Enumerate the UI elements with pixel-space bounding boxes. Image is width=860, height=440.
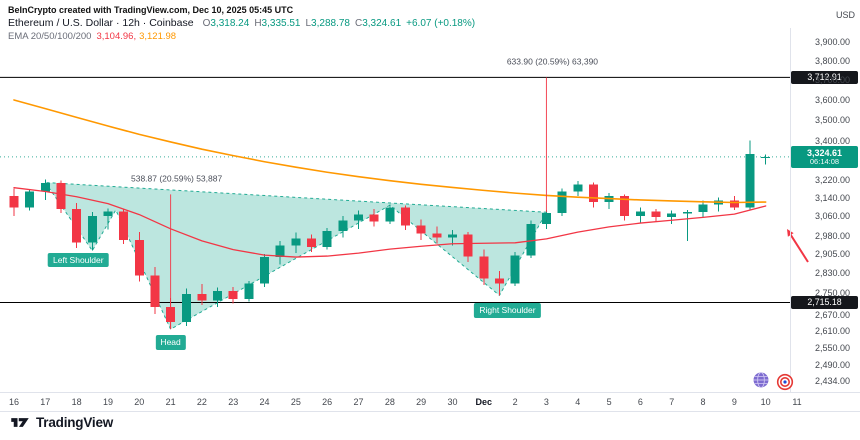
target-sticker-icon xyxy=(776,373,794,391)
price-tick-label: 2,490.00 xyxy=(814,359,850,370)
time-tick-label: 6 xyxy=(637,397,643,407)
ema-slow-line xyxy=(13,99,767,204)
price-tick-label: 2,980.00 xyxy=(814,230,850,241)
ohlc-low-label: L xyxy=(305,18,312,29)
symbol-title: Ethereum / U.S. Dollar · 12h · Coinbase xyxy=(8,17,194,29)
time-tick-label: 9 xyxy=(731,397,737,407)
time-tick-label: 25 xyxy=(290,397,301,407)
price-tick-label: 2,905.00 xyxy=(814,248,850,259)
time-tick-label: 21 xyxy=(165,397,176,407)
ohlc-high-value: 3,335.51 xyxy=(261,18,301,29)
ohlc-open-value: 3,318.24 xyxy=(210,18,250,29)
ohlc-open-label: O xyxy=(202,18,211,29)
current-price-value: 3,324.61 xyxy=(806,147,843,158)
price-tick-label: 3,600.00 xyxy=(814,94,850,105)
time-tick-label: 30 xyxy=(447,397,458,407)
time-tick-label: 29 xyxy=(416,397,427,407)
price-range-label: 633.90 (20.59%) 63,390 xyxy=(507,56,598,66)
pattern-label-left_shoulder: Left Shoulder xyxy=(48,252,109,268)
indicator-line: EMA 20/50/100/200 3,104.96, 3,121.98 xyxy=(8,31,176,42)
time-tick-label: 18 xyxy=(71,397,82,407)
price-tick-label: 3,140.00 xyxy=(814,192,850,203)
time-tick-label: 23 xyxy=(228,397,239,407)
price-change: +6.07 (+0.18%) xyxy=(406,18,476,29)
time-tick-label: 11 xyxy=(792,397,802,407)
price-tick-label: 2,434.00 xyxy=(814,376,850,387)
price-tick-label: 3,500.00 xyxy=(814,114,850,125)
time-tick-label: 22 xyxy=(196,397,207,407)
price-tick-label: 3,700.00 xyxy=(814,74,850,85)
time-tick-label: 27 xyxy=(353,397,364,407)
price-tick-label: 2,610.00 xyxy=(814,325,850,336)
tradingview-attribution[interactable]: TradingView xyxy=(10,414,113,431)
price-tick-label: 2,830.00 xyxy=(814,267,850,278)
ohlc-low-value: 3,288.78 xyxy=(311,18,350,29)
price-tick-label: 3,060.00 xyxy=(814,211,850,222)
pattern-label-right_shoulder: Right Shoulder xyxy=(474,303,541,318)
crystal-ball-sticker-icon xyxy=(752,371,770,389)
ohlc-close-value: 3,324.61 xyxy=(362,18,402,29)
time-tick-label: 10 xyxy=(760,397,771,407)
time-tick-label: 17 xyxy=(40,397,51,407)
time-tick-label: 7 xyxy=(669,397,675,407)
symbol-ohlc-line: Ethereum / U.S. Dollar · 12h · Coinbase O… xyxy=(8,17,475,29)
price-tick-label: 2,670.00 xyxy=(814,309,850,320)
price-tick-label: 3,220.00 xyxy=(814,174,850,185)
price-tick-label: 2,750.00 xyxy=(814,288,850,299)
price-tick-label: 3,800.00 xyxy=(814,55,850,66)
price-tick-label: 3,900.00 xyxy=(814,37,850,47)
tradingview-logo-icon xyxy=(11,418,29,427)
current-price-badge: 3,324.61 06:14:08 xyxy=(791,145,858,168)
up-arrow-annotation xyxy=(789,234,809,263)
time-tick-label: 20 xyxy=(134,397,145,407)
time-tick-label: 16 xyxy=(8,397,19,407)
time-tick-label: 3 xyxy=(543,397,549,407)
price-tick-label: 2,550.00 xyxy=(814,342,850,353)
price-level-badge: 2,715.18 xyxy=(791,295,858,309)
ema-fast-line xyxy=(13,187,767,258)
credit-line: BeInCrypto created with TradingView.com,… xyxy=(8,5,294,15)
indicator-value-fast: 3,104.96, xyxy=(96,31,137,42)
time-tick-label: 8 xyxy=(700,397,706,407)
time-tick-label: 26 xyxy=(322,397,333,407)
time-tick-label: 28 xyxy=(384,397,395,407)
indicator-name: EMA 20/50/100/200 xyxy=(8,31,92,42)
ohlc-close-label: C xyxy=(354,18,363,29)
price-level-badge: 3,712.91 xyxy=(791,70,858,84)
countdown-timer: 06:14:08 xyxy=(809,156,840,166)
time-tick-label: 19 xyxy=(102,397,113,407)
price-range-label: 538.87 (20.59%) 53,887 xyxy=(131,173,222,183)
currency-label: USD xyxy=(836,10,856,20)
time-tick-label: 2 xyxy=(512,397,518,407)
time-tick-label: 4 xyxy=(575,397,581,407)
time-tick-label: Dec xyxy=(475,397,493,407)
time-axis-divider xyxy=(0,392,860,393)
candles-layer xyxy=(9,140,771,330)
ohlc-high-label: H xyxy=(254,18,262,29)
pattern-label-head: Head xyxy=(155,335,186,350)
tradingview-brand-text: TradingView xyxy=(36,415,114,430)
price-axis-divider xyxy=(790,28,791,392)
indicator-value-slow: 3,121.98 xyxy=(139,31,177,42)
time-tick-label: 5 xyxy=(606,397,612,407)
time-tick-label: 24 xyxy=(259,397,270,407)
price-tick-label: 3,400.00 xyxy=(814,135,850,146)
footer-divider xyxy=(0,411,860,412)
